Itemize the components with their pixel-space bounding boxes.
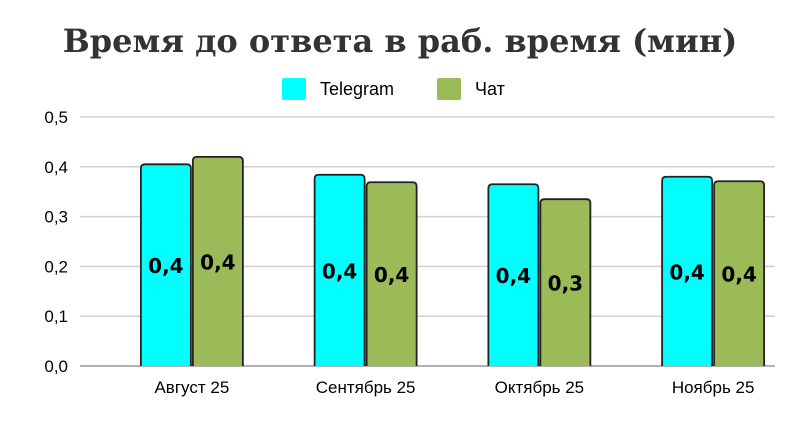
data-label: 0,4 [322, 259, 357, 283]
x-tick-label: Октябрь 25 [495, 378, 585, 397]
legend-swatch [437, 78, 461, 100]
data-label: 0,4 [496, 264, 531, 288]
y-tick-label: 0,0 [44, 357, 68, 376]
data-label: 0,3 [548, 272, 583, 296]
legend-label: Telegram [320, 79, 394, 99]
data-label: 0,4 [148, 254, 183, 278]
data-label: 0,4 [721, 263, 756, 287]
bar [539, 198, 592, 366]
bar [139, 163, 192, 366]
bar [313, 173, 366, 366]
bar [365, 181, 418, 366]
bar [191, 155, 244, 366]
y-tick-label: 0,5 [44, 108, 68, 127]
x-tick-label: Сентябрь 25 [316, 378, 416, 397]
legend-label: Чат [475, 79, 505, 99]
x-tick-label: Август 25 [154, 378, 229, 397]
data-label: 0,4 [669, 260, 704, 284]
y-tick-label: 0,2 [44, 257, 68, 276]
data-label: 0,4 [374, 263, 409, 287]
x-tick-label: Ноябрь 25 [672, 378, 755, 397]
bar [713, 180, 766, 366]
chart-title: Время до ответа в раб. время (мин) [62, 22, 738, 60]
bar [487, 183, 540, 366]
data-label: 0,4 [200, 250, 235, 274]
bar [661, 175, 714, 366]
y-tick-label: 0,4 [44, 158, 68, 177]
legend-swatch [282, 78, 306, 100]
y-tick-label: 0,1 [44, 307, 68, 326]
y-tick-label: 0,3 [44, 208, 68, 227]
